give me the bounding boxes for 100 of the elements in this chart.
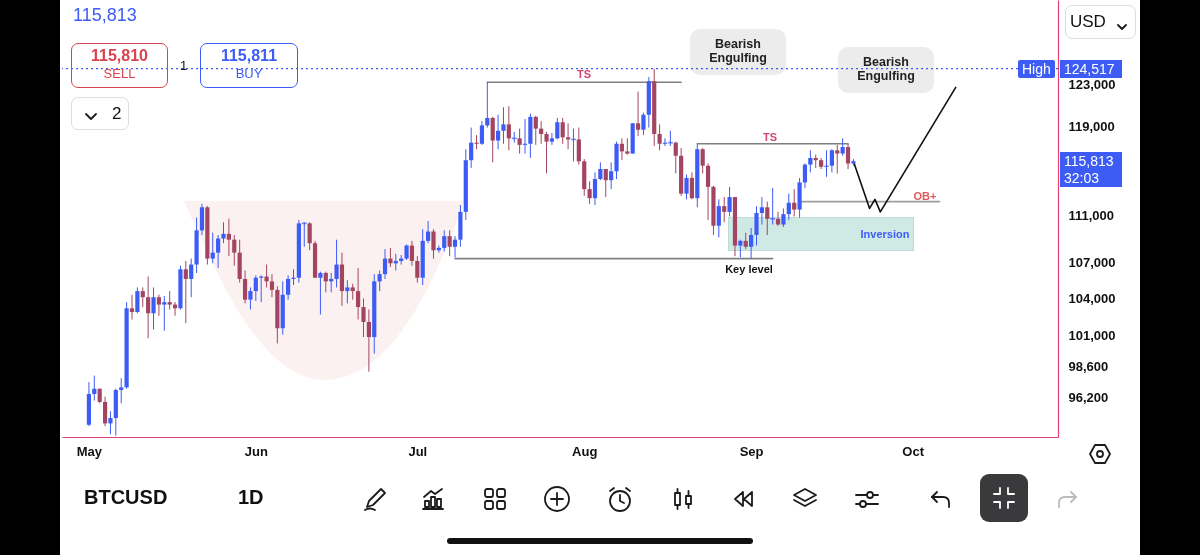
candlestick bbox=[242, 270, 248, 304]
y-tick-label: 96,200 bbox=[1068, 390, 1109, 406]
candlestick bbox=[792, 188, 797, 217]
candlestick bbox=[754, 205, 759, 247]
annotation: 1 bbox=[180, 58, 188, 73]
candlestick bbox=[167, 290, 172, 311]
x-tick-label: Oct bbox=[902, 443, 925, 459]
candlestick bbox=[361, 297, 366, 338]
candlestick bbox=[216, 234, 221, 269]
y-tick-label: 111,000 bbox=[1068, 207, 1115, 223]
candlestick bbox=[786, 193, 791, 221]
candlestick bbox=[689, 171, 694, 200]
candlestick bbox=[388, 247, 393, 268]
candlestick bbox=[555, 117, 560, 140]
candlestick bbox=[716, 198, 721, 238]
candlestick bbox=[808, 149, 813, 173]
candlestick bbox=[119, 377, 124, 404]
annotation: TS bbox=[576, 68, 592, 80]
candlestick bbox=[544, 131, 549, 174]
candlestick bbox=[226, 218, 231, 257]
candlestick bbox=[108, 410, 113, 435]
text: 1D bbox=[238, 486, 264, 509]
candlestick bbox=[269, 273, 275, 298]
x-tick-label: Jun bbox=[244, 443, 268, 459]
candlestick bbox=[253, 274, 258, 302]
candlestick bbox=[781, 207, 786, 228]
candlestick bbox=[490, 116, 495, 163]
line-series bbox=[852, 86, 957, 213]
candlestick bbox=[156, 294, 162, 317]
ref-line-label: High bbox=[1018, 59, 1055, 78]
candlestick bbox=[135, 286, 140, 314]
candlestick bbox=[92, 375, 97, 402]
annotation: BUY bbox=[234, 66, 264, 81]
y-tick-label: 101,000 bbox=[1068, 328, 1116, 344]
candlestick bbox=[377, 270, 382, 292]
candlestick bbox=[835, 144, 840, 174]
candlestick bbox=[673, 141, 678, 174]
candlestick bbox=[722, 196, 727, 223]
candlestick bbox=[802, 162, 808, 189]
candlestick bbox=[248, 286, 253, 311]
y-tick-label: 107,000 bbox=[1068, 254, 1116, 270]
candlestick bbox=[146, 276, 151, 339]
candlestick bbox=[533, 115, 538, 146]
candlestick bbox=[765, 201, 770, 236]
candlestick bbox=[442, 229, 447, 252]
candlestick bbox=[506, 105, 511, 151]
candlestick bbox=[469, 127, 474, 169]
annotation: Bearish Engulfing bbox=[690, 29, 786, 75]
annotation: 2 bbox=[112, 104, 122, 124]
text: USD bbox=[1070, 12, 1106, 32]
candlestick bbox=[162, 295, 167, 332]
annotation: SELL bbox=[102, 66, 137, 81]
candlestick bbox=[426, 220, 431, 244]
annotation: TS bbox=[762, 131, 778, 143]
candlestick bbox=[609, 161, 614, 190]
y-tick-label: 98,600 bbox=[1068, 358, 1109, 374]
candlestick bbox=[323, 271, 328, 293]
text: 115,813 bbox=[1060, 152, 1122, 170]
y-tick-label: 104,000 bbox=[1068, 290, 1116, 306]
x-tick-label: Jul bbox=[408, 443, 428, 459]
candlestick bbox=[232, 234, 237, 267]
candlestick bbox=[705, 162, 711, 221]
y-tick-label: 119,000 bbox=[1068, 119, 1115, 134]
candlestick bbox=[495, 114, 501, 150]
candlestick bbox=[700, 147, 705, 174]
candlestick bbox=[189, 258, 194, 298]
candlestick bbox=[264, 264, 269, 288]
candlestick bbox=[775, 211, 781, 227]
candlestick bbox=[770, 187, 776, 226]
candlestick bbox=[479, 120, 485, 146]
annotation: Bearish Engulfing bbox=[838, 47, 934, 93]
candlestick bbox=[140, 286, 145, 308]
candlestick bbox=[409, 240, 415, 267]
annotation: Inversion bbox=[860, 228, 910, 240]
candlestick bbox=[366, 309, 371, 373]
candlestick bbox=[382, 248, 388, 280]
text: BTCUSD bbox=[84, 486, 168, 509]
candlestick bbox=[549, 132, 555, 146]
candlestick bbox=[641, 112, 646, 136]
candlestick bbox=[592, 171, 598, 206]
candlestick bbox=[603, 168, 608, 198]
annotation: 115,811 bbox=[219, 47, 279, 65]
candlestick bbox=[221, 221, 226, 244]
candlestick bbox=[291, 268, 296, 286]
candlestick bbox=[345, 279, 350, 304]
candlestick bbox=[759, 196, 764, 226]
x-tick-label: Sep bbox=[739, 443, 764, 459]
candlestick bbox=[102, 396, 108, 427]
x-tick-label: Aug bbox=[572, 443, 598, 459]
candlestick bbox=[452, 235, 458, 258]
candlestick bbox=[576, 127, 581, 166]
candlestick bbox=[286, 274, 291, 301]
candlestick bbox=[431, 228, 436, 260]
y-tick-label: 123,000 bbox=[1068, 76, 1116, 92]
annotation: Key level bbox=[725, 263, 773, 275]
annotation: 115,810 bbox=[90, 47, 149, 65]
candlestick bbox=[684, 174, 689, 200]
candlestick bbox=[415, 255, 420, 284]
text: 32:03 bbox=[1060, 169, 1122, 187]
candlestick bbox=[845, 143, 851, 170]
